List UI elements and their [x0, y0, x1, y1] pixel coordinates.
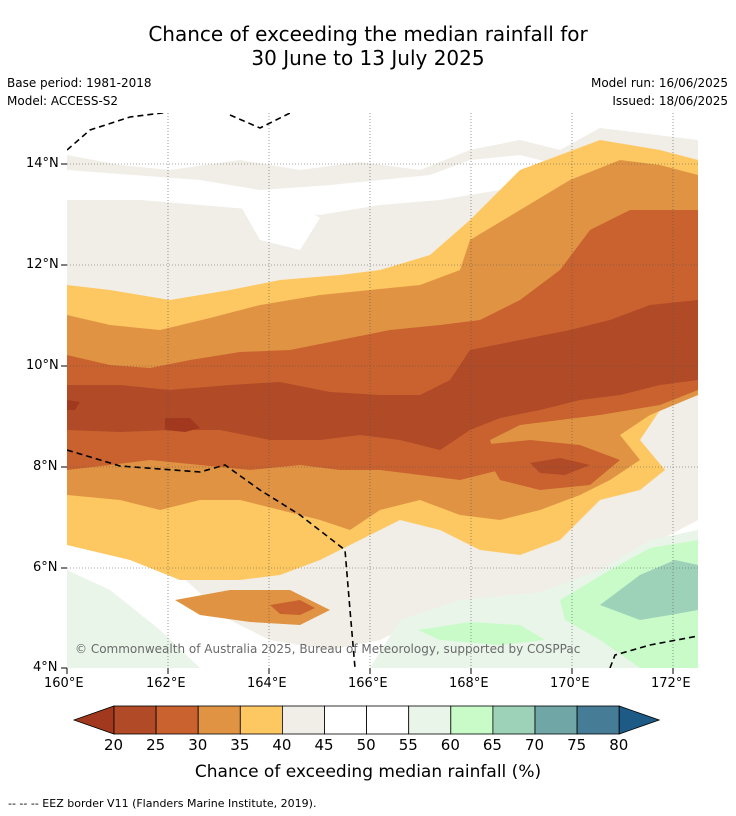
lat-tick: 14°N [26, 156, 59, 171]
colorbar-arrow-high [618, 705, 661, 735]
colorbar-tick-label: 45 [314, 736, 334, 754]
colorbar-segment [366, 705, 410, 735]
band-60-65-patch [418, 622, 545, 645]
colorbar-segment [408, 705, 452, 735]
lon-tick: 160°E [44, 676, 84, 691]
lon-tick: 172°E [651, 676, 691, 691]
colorbar-arrow-low [72, 705, 115, 735]
lat-tick: 4°N [33, 660, 58, 675]
gridlines [67, 113, 698, 668]
band-below-20 [165, 418, 200, 432]
eez-footnote: -- -- -- EEZ border V11 (Flanders Marine… [8, 797, 317, 810]
copyright-credit: © Commonwealth of Australia 2025, Bureau… [75, 642, 581, 656]
band-55-60-west [67, 570, 200, 668]
band-20-25 [67, 300, 698, 450]
eez-border-south [609, 635, 698, 668]
colorbar-segment [281, 705, 325, 735]
title-line-1: Chance of exceeding the median rainfall … [148, 22, 588, 46]
colorbar-tick-label: 60 [440, 736, 460, 754]
lat-tick: 8°N [33, 459, 58, 474]
band-65-70-east [600, 560, 698, 620]
band-45-55-north [67, 113, 698, 170]
band-20-25-ne [610, 310, 698, 375]
band-30-35-south [175, 590, 330, 625]
axis-ticks [61, 163, 674, 674]
colorbar-tick-label: 25 [146, 736, 166, 754]
lat-tick: 12°N [26, 257, 59, 272]
colorbar-tick-label: 75 [567, 736, 587, 754]
band-20-25-east [530, 458, 590, 475]
colorbar-tick-label: 55 [398, 736, 418, 754]
colorbar-title: Chance of exceeding median rainfall (%) [194, 762, 542, 782]
colorbar-tick-label: 50 [356, 736, 376, 754]
map-field [67, 113, 698, 668]
lat-tick: 6°N [33, 560, 58, 575]
lon-tick: 166°E [348, 676, 388, 691]
model-run: Model run: 16/06/2025 [590, 76, 728, 90]
colorbar-tick-label: 65 [482, 736, 502, 754]
issued-date: Issued: 18/06/2025 [612, 94, 728, 108]
title-line-2: 30 June to 13 July 2025 [251, 46, 485, 70]
lon-tick: 170°E [550, 676, 590, 691]
model-name: Model: ACCESS-S2 [7, 94, 119, 108]
colorbar-tick-label: 70 [525, 736, 545, 754]
colorbar-segment [450, 705, 494, 735]
colorbar-segment [113, 705, 157, 735]
colorbar-segment [155, 705, 199, 735]
colorbar-tick-label: 40 [272, 736, 292, 754]
colorbar-tick-label: 30 [188, 736, 208, 754]
colorbar-segment [197, 705, 241, 735]
eez-border [67, 113, 356, 668]
base-period: Base period: 1981-2018 [7, 76, 152, 90]
lon-tick: 162°E [146, 676, 186, 691]
colorbar-segment [534, 705, 578, 735]
colorbar-segment [324, 705, 367, 735]
band-45-55-patch [240, 200, 320, 250]
colorbar-tick-label: 20 [104, 736, 124, 754]
lat-tick: 10°N [26, 358, 59, 373]
band-below-20-west [67, 400, 80, 410]
band-45-55-north-2 [67, 155, 560, 215]
lon-tick: 164°E [247, 676, 287, 691]
lon-tick: 168°E [449, 676, 489, 691]
colorbar-segment [239, 705, 283, 735]
colorbar-tick-label: 80 [609, 736, 629, 754]
colorbar-segment [576, 705, 620, 735]
colorbar-segment [492, 705, 536, 735]
colorbar [72, 705, 661, 735]
band-25-30-small [270, 600, 315, 615]
colorbar-tick-label: 35 [230, 736, 250, 754]
